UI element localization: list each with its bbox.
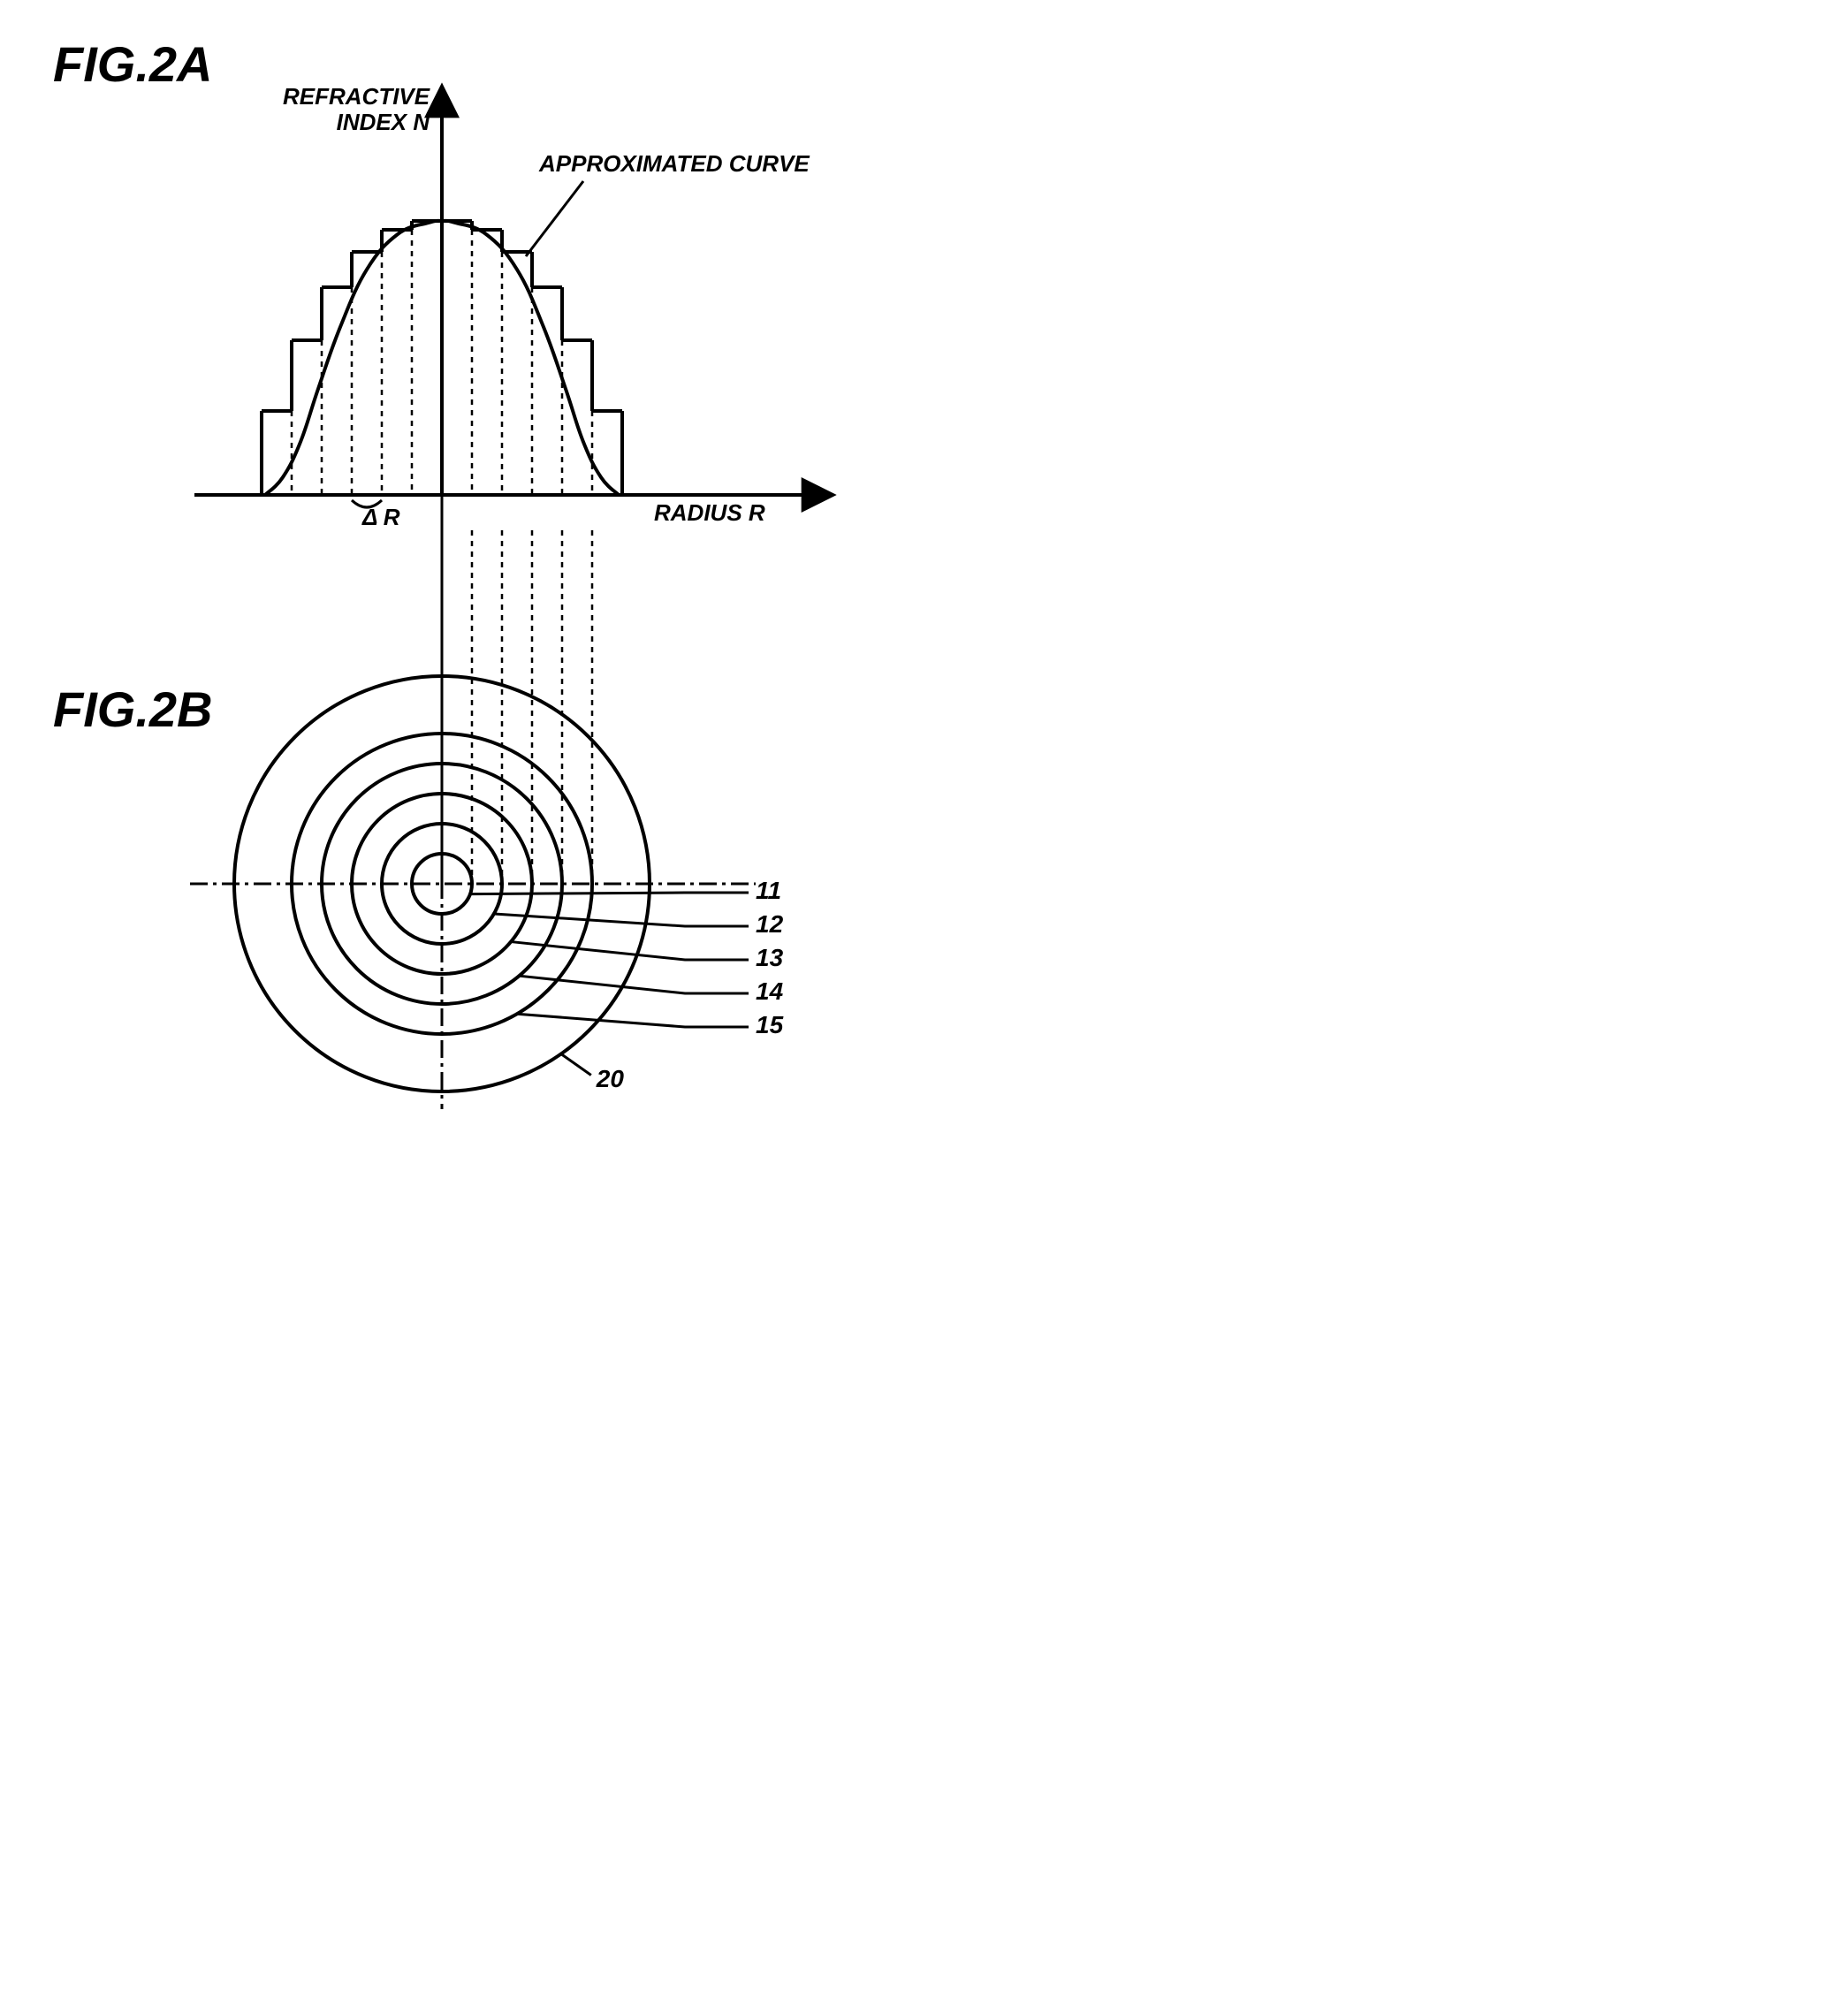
y-axis-label: REFRACTIVE INDEX N — [283, 84, 430, 134]
ring-label-15: 15 — [756, 1011, 783, 1039]
ring-label-13: 13 — [756, 944, 783, 972]
curve-label: APPROXIMATED CURVE — [539, 150, 810, 178]
outer-ring-label: 20 — [597, 1065, 624, 1093]
ring-label-14: 14 — [756, 977, 783, 1006]
diagram-svg — [35, 35, 919, 1131]
ring-label-12: 12 — [756, 910, 783, 939]
delta-r-label: Δ R — [362, 504, 400, 531]
ring-label-11: 11 — [756, 877, 781, 905]
diagram-container: FIG.2A FIG.2B REFRACTIVE INDEX N RADIUS … — [35, 35, 919, 1131]
figure-b-label: FIG.2B — [53, 681, 212, 738]
x-axis-label: RADIUS R — [654, 499, 765, 527]
figure-a-label: FIG.2A — [53, 35, 212, 93]
